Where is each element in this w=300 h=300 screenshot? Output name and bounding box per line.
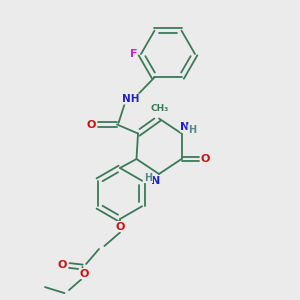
Text: O: O: [58, 260, 67, 271]
Text: O: O: [79, 268, 89, 279]
Text: H: H: [144, 172, 153, 183]
Text: O: O: [115, 221, 125, 232]
Text: N: N: [151, 176, 160, 186]
Text: O: O: [201, 154, 210, 164]
Text: NH: NH: [122, 94, 139, 104]
Text: H: H: [188, 125, 196, 135]
Text: F: F: [130, 49, 137, 59]
Text: N: N: [181, 122, 190, 132]
Text: O: O: [87, 119, 96, 130]
Text: CH₃: CH₃: [151, 104, 169, 113]
